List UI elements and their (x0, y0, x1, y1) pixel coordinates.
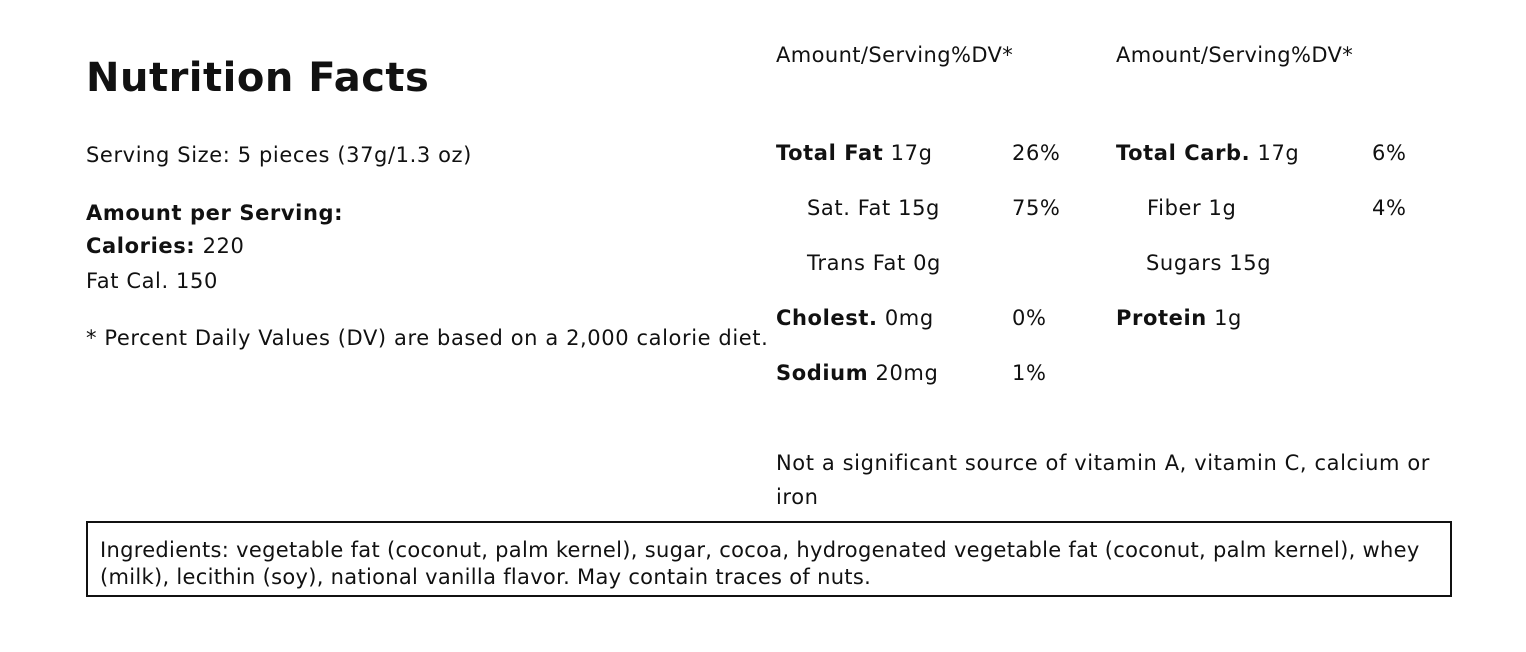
nutrient-sodium: Sodium 20mg (776, 363, 938, 384)
fat-calories: Fat Cal. 150 (86, 269, 218, 293)
nutrient-trans-fat: Trans Fat 0g (807, 251, 941, 275)
dv-total-carb: 6% (1372, 141, 1407, 165)
dv-fiber: 4% (1372, 196, 1407, 220)
nutrient-amount: 17g (883, 141, 933, 165)
nutrient-label: Total Fat (776, 141, 884, 165)
vitamin-note: Not a significant source of vitamin A, v… (776, 451, 1431, 509)
nutrient-amount: 20mg (868, 361, 939, 385)
dv-total-fat: 26% (1012, 141, 1061, 165)
left-column-header: Amount/Serving%DV* (776, 43, 1014, 67)
dv-footnote: * Percent Daily Values (DV) are based on… (86, 326, 769, 350)
nutrient-amount: 1g (1206, 306, 1242, 330)
dv-cholesterol: 0% (1012, 306, 1047, 330)
nutrient-cholesterol: Cholest. 0mg (776, 308, 934, 329)
nutrient-sugars: Sugars 15g (1146, 251, 1272, 275)
nutrient-label: Sodium (776, 361, 869, 385)
nutrient-fiber: Fiber 1g (1147, 196, 1237, 220)
nutrient-label: Protein (1116, 306, 1207, 330)
nutrient-protein: Protein 1g (1116, 308, 1242, 329)
calories-label: Calories: (86, 234, 196, 258)
page-title: Nutrition Facts (86, 55, 430, 101)
nutrient-sat-fat: Sat. Fat 15g (807, 196, 940, 220)
right-column-header: Amount/Serving%DV* (1116, 43, 1354, 67)
nutrient-amount: 0mg (877, 306, 934, 330)
nutrient-label: Cholest. (776, 306, 878, 330)
nutrient-total-carb: Total Carb. 17g (1116, 143, 1299, 164)
dv-sat-fat: 75% (1012, 196, 1061, 220)
nutrient-label: Total Carb. (1116, 141, 1251, 165)
dv-sodium: 1% (1012, 361, 1047, 385)
serving-size: Serving Size: 5 pieces (37g/1.3 oz) (86, 143, 472, 167)
calories-line: Calories: 220 (86, 236, 244, 257)
nutrient-total-fat: Total Fat 17g (776, 143, 933, 164)
calories-value: 220 (195, 234, 245, 258)
amount-per-serving-label: Amount per Serving: (86, 201, 344, 225)
ingredients-box: Ingredients: vegetable fat (coconut, pal… (86, 521, 1452, 597)
ingredients-text: Ingredients: vegetable fat (coconut, pal… (100, 538, 1420, 589)
nutrient-amount: 17g (1250, 141, 1300, 165)
